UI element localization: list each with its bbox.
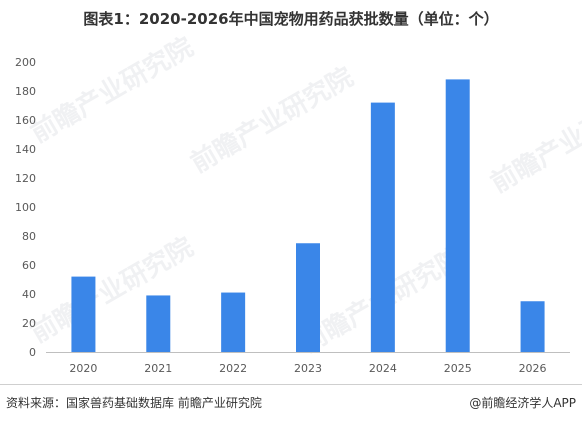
y-axis: 0 20 40 60 80 100 120 140 160 180 200 bbox=[15, 56, 36, 359]
bar-2023 bbox=[296, 243, 320, 352]
y-tick-label: 160 bbox=[15, 114, 36, 127]
bar-2021 bbox=[146, 295, 171, 352]
x-tick-label: 2023 bbox=[294, 362, 322, 375]
x-tick-label: 2021 bbox=[144, 362, 172, 375]
bars bbox=[71, 79, 545, 353]
bar-2022 bbox=[221, 292, 246, 352]
y-tick-label: 140 bbox=[15, 143, 36, 156]
y-tick-label: 0 bbox=[29, 346, 36, 359]
bar-2020 bbox=[71, 276, 96, 352]
y-tick-label: 180 bbox=[15, 85, 36, 98]
y-tick-label: 20 bbox=[22, 317, 36, 330]
x-tick-label: 2026 bbox=[519, 362, 547, 375]
bar-chart: 0 20 40 60 80 100 120 140 160 180 200 2020 2021 2022… bbox=[15, 56, 570, 375]
y-tick-label: 60 bbox=[22, 259, 36, 272]
bar-2024 bbox=[370, 102, 395, 352]
y-tick-label: 200 bbox=[15, 56, 36, 69]
x-axis: 2020 2021 2022 2023 2024 2025 2026 bbox=[46, 352, 570, 375]
x-tick-label: 2024 bbox=[369, 362, 397, 375]
footer-divider bbox=[0, 384, 582, 385]
y-tick-label: 40 bbox=[22, 288, 36, 301]
y-tick-label: 80 bbox=[22, 230, 36, 243]
source-note: 资料来源：国家兽药基础数据库 前瞻产业研究院 bbox=[6, 396, 262, 410]
x-tick-label: 2022 bbox=[219, 362, 247, 375]
y-tick-label: 100 bbox=[15, 201, 36, 214]
bar-2025 bbox=[445, 79, 470, 353]
bar-2026 bbox=[520, 301, 545, 352]
chart-title: 图表1：2020-2026年中国宠物用药品获批数量（单位：个） bbox=[83, 10, 499, 28]
x-tick-label: 2025 bbox=[444, 362, 472, 375]
credit-note: @前瞻经济学人APP bbox=[469, 396, 576, 410]
y-tick-label: 120 bbox=[15, 172, 36, 185]
x-tick-label: 2020 bbox=[69, 362, 97, 375]
